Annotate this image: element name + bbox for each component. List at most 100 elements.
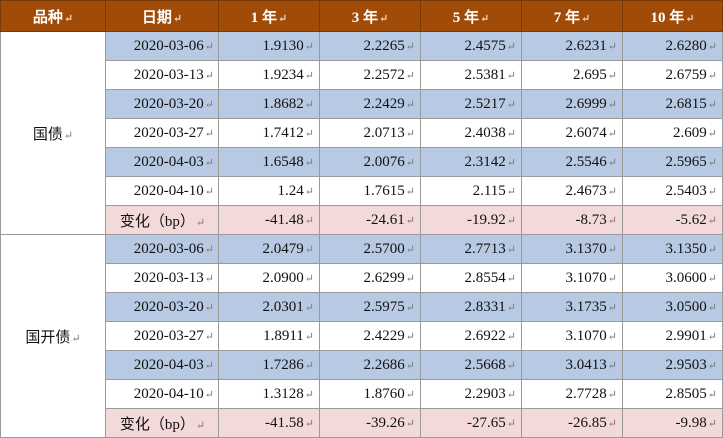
yield-cell-y5: 2.115↵: [420, 176, 522, 206]
yield-cell-y1: 1.7286↵: [218, 350, 320, 380]
table-row: 2020-04-10↵ 1.24↵ 1.7615↵ 2.115↵ 2.4673↵ 2.54…: [1, 176, 723, 206]
date-cell: 2020-03-20↵: [105, 292, 219, 322]
date-cell: 2020-03-27↵: [105, 321, 219, 351]
yield-cell-y5: 2.8554↵: [420, 263, 522, 293]
yield-cell-y7: 3.1070↵: [521, 321, 623, 351]
yield-cell-y3: 2.2572↵: [319, 60, 421, 90]
yield-cell-y5: 2.4038↵: [420, 118, 522, 148]
yield-cell-y3: 2.2686↵: [319, 350, 421, 380]
yield-cell-y10: 2.6280↵: [622, 31, 723, 61]
change-row: 变化（bp）↵ -41.48↵ -24.61↵ -19.92↵ -8.73↵ -5.62↵: [1, 205, 723, 235]
yield-cell-y3: 1.7615↵: [319, 176, 421, 206]
yield-cell-y3: 2.0076↵: [319, 147, 421, 177]
change-label-cell: 变化（bp）↵: [105, 408, 219, 438]
yield-cell-y7: 2.7728↵: [521, 379, 623, 409]
change-row: 变化（bp）↵ -41.58↵ -39.26↵ -27.65↵ -26.85↵ -9.98…: [1, 408, 723, 438]
yield-cell-y7: 2.6999↵: [521, 89, 623, 119]
yield-cell-y1: 1.24↵: [218, 176, 320, 206]
yield-cell-y10: 3.0600↵: [622, 263, 723, 293]
change-cell-y10: -9.98↵: [622, 408, 723, 438]
header-10y: 10 年↵: [622, 0, 723, 32]
header-date: 日期↵: [105, 0, 219, 32]
yield-cell-y10: 2.5965↵: [622, 147, 723, 177]
date-cell: 2020-03-27↵: [105, 118, 219, 148]
date-cell: 2020-04-10↵: [105, 176, 219, 206]
change-cell-y3: -24.61↵: [319, 205, 421, 235]
yield-cell-y7: 2.5546↵: [521, 147, 623, 177]
yield-cell-y3: 2.5975↵: [319, 292, 421, 322]
yield-cell-y1: 1.3128↵: [218, 379, 320, 409]
date-cell: 2020-03-06↵: [105, 234, 219, 264]
yield-cell-y3: 2.6299↵: [319, 263, 421, 293]
yield-cell-y5: 2.2903↵: [420, 379, 522, 409]
table-row: 2020-03-20↵ 1.8682↵ 2.2429↵ 2.5217↵ 2.6999↵ 2…: [1, 89, 723, 119]
yield-cell-y7: 2.695↵: [521, 60, 623, 90]
header-7y: 7 年↵: [521, 0, 623, 32]
change-cell-y7: -8.73↵: [521, 205, 623, 235]
yield-cell-y7: 3.1735↵: [521, 292, 623, 322]
yield-cell-y7: 3.0413↵: [521, 350, 623, 380]
table-row: 2020-04-03↵ 1.7286↵ 2.2686↵ 2.5668↵ 3.0413↵ 2…: [1, 350, 723, 380]
yield-cell-y1: 2.0900↵: [218, 263, 320, 293]
yield-cell-y1: 1.7412↵: [218, 118, 320, 148]
table-row: 2020-03-13↵ 1.9234↵ 2.2572↵ 2.5381↵ 2.695↵ 2.…: [1, 60, 723, 90]
date-cell: 2020-03-20↵: [105, 89, 219, 119]
date-cell: 2020-03-13↵: [105, 60, 219, 90]
yield-cell-y5: 2.8331↵: [420, 292, 522, 322]
yield-cell-y7: 3.1370↵: [521, 234, 623, 264]
category-cell: 国开债↵: [0, 234, 106, 438]
yield-cell-y7: 2.6074↵: [521, 118, 623, 148]
yield-cell-y3: 2.5700↵: [319, 234, 421, 264]
yield-cell-y1: 1.8911↵: [218, 321, 320, 351]
change-cell-y7: -26.85↵: [521, 408, 623, 438]
table-row: 2020-03-27↵ 1.8911↵ 2.4229↵ 2.6922↵ 3.1070↵ 2…: [1, 321, 723, 351]
table-row: 国开债↵ 2020-03-06↵ 2.0479↵ 2.5700↵ 2.7713↵ 3.13…: [0, 234, 723, 438]
header-5y: 5 年↵: [420, 0, 522, 32]
yield-cell-y5: 2.7713↵: [420, 234, 522, 264]
yield-cell-y1: 1.9234↵: [218, 60, 320, 90]
yield-cell-y5: 2.4575↵: [420, 31, 522, 61]
yield-cell-y3: 2.0713↵: [319, 118, 421, 148]
date-cell: 2020-04-03↵: [105, 350, 219, 380]
date-cell: 2020-04-10↵: [105, 379, 219, 409]
header-row: 品种↵ 日期↵ 1 年↵ 3 年↵ 5 年↵ 7 年↵ 10 年↵: [0, 0, 723, 32]
yield-cell-y3: 2.4229↵: [319, 321, 421, 351]
header-3y: 3 年↵: [319, 0, 421, 32]
table-body: 国债↵ 2020-03-06↵ 1.9130↵ 2.2265↵ 2.4575↵ 2.623…: [0, 31, 723, 438]
yield-cell-y10: 2.6815↵: [622, 89, 723, 119]
table-row: 2020-03-20↵ 2.0301↵ 2.5975↵ 2.8331↵ 3.1735↵ 3…: [1, 292, 723, 322]
yield-cell-y10: 3.1350↵: [622, 234, 723, 264]
yield-cell-y7: 2.4673↵: [521, 176, 623, 206]
change-cell-y3: -39.26↵: [319, 408, 421, 438]
change-cell-y5: -27.65↵: [420, 408, 522, 438]
table-row: 国债↵ 2020-03-06↵ 1.9130↵ 2.2265↵ 2.4575↵ 2.623…: [0, 31, 723, 235]
date-cell: 2020-03-06↵: [105, 31, 219, 61]
yield-cell-y1: 2.0479↵: [218, 234, 320, 264]
change-label-cell: 变化（bp）↵: [105, 205, 219, 235]
yield-cell-y10: 2.6759↵: [622, 60, 723, 90]
yield-cell-y5: 2.6922↵: [420, 321, 522, 351]
yield-cell-y5: 2.5217↵: [420, 89, 522, 119]
yield-cell-y7: 3.1070↵: [521, 263, 623, 293]
change-cell-y10: -5.62↵: [622, 205, 723, 235]
yield-cell-y5: 2.3142↵: [420, 147, 522, 177]
yield-cell-y5: 2.5668↵: [420, 350, 522, 380]
header-category: 品种↵: [0, 0, 106, 32]
yield-cell-y3: 2.2265↵: [319, 31, 421, 61]
yield-cell-y3: 2.2429↵: [319, 89, 421, 119]
change-cell-y1: -41.48↵: [218, 205, 320, 235]
yield-cell-y10: 2.9503↵: [622, 350, 723, 380]
header-1y: 1 年↵: [218, 0, 320, 32]
change-cell-y1: -41.58↵: [218, 408, 320, 438]
table-row: 2020-03-27↵ 1.7412↵ 2.0713↵ 2.4038↵ 2.6074↵ 2…: [1, 118, 723, 148]
yield-cell-y1: 1.9130↵: [218, 31, 320, 61]
table-row: 2020-04-10↵ 1.3128↵ 1.8760↵ 2.2903↵ 2.7728↵ 2…: [1, 379, 723, 409]
date-cell: 2020-04-03↵: [105, 147, 219, 177]
category-cell: 国债↵: [0, 31, 106, 235]
yield-cell-y10: 2.9901↵: [622, 321, 723, 351]
change-cell-y5: -19.92↵: [420, 205, 522, 235]
yield-cell-y1: 1.6548↵: [218, 147, 320, 177]
table-row: 2020-04-03↵ 1.6548↵ 2.0076↵ 2.3142↵ 2.5546↵ 2…: [1, 147, 723, 177]
